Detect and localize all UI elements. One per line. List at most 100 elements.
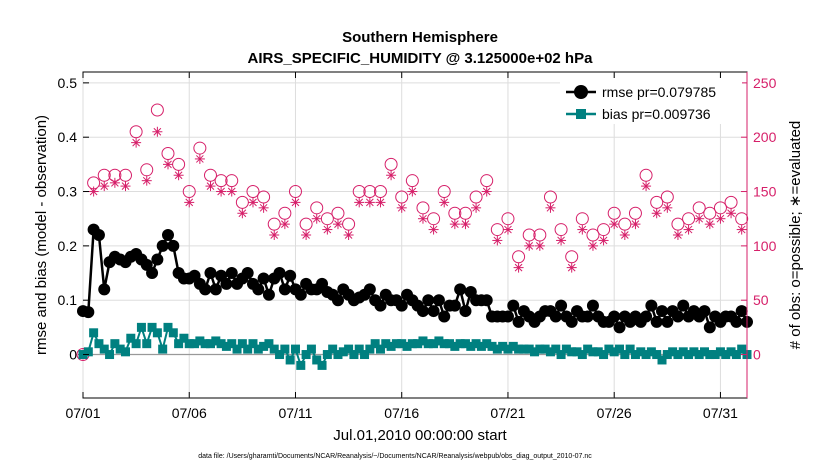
bias-layer bbox=[78, 322, 752, 370]
bias-point bbox=[407, 339, 417, 349]
rmse-point bbox=[698, 305, 711, 318]
y-right-axis-label: # of obs: o=possible; ∗=evaluated bbox=[787, 121, 804, 350]
bias-point bbox=[668, 347, 678, 357]
obs-evaluated-point bbox=[173, 170, 184, 181]
obs-evaluated-point bbox=[131, 137, 142, 148]
rmse-point bbox=[448, 299, 461, 312]
rmse-point bbox=[586, 299, 599, 312]
obs-evaluated-point bbox=[226, 186, 237, 197]
x-axis-label: Jul.01,2010 00:00:00 start bbox=[333, 427, 507, 444]
bias-point bbox=[322, 350, 332, 360]
bias-point bbox=[641, 350, 651, 360]
rmse-point bbox=[262, 288, 275, 301]
bias-point bbox=[142, 339, 152, 349]
obs-evaluated-point bbox=[619, 230, 630, 240]
bias-point bbox=[264, 339, 274, 349]
y-right-tick-label: 150 bbox=[753, 184, 777, 200]
bias-point bbox=[227, 339, 237, 349]
bias-point bbox=[498, 341, 508, 351]
obs-evaluated-point bbox=[364, 197, 375, 208]
bias-point bbox=[83, 347, 93, 357]
bias-point bbox=[158, 344, 168, 354]
bias-point bbox=[726, 347, 736, 357]
bias-point bbox=[636, 347, 646, 357]
bias-point bbox=[275, 350, 285, 360]
bias-point bbox=[333, 350, 343, 360]
bias-point bbox=[455, 339, 465, 349]
rmse-point bbox=[209, 283, 222, 296]
rmse-point bbox=[656, 305, 669, 318]
y-right-tick-label: 250 bbox=[753, 75, 777, 91]
y-right-tick-label: 200 bbox=[753, 129, 777, 145]
rmse-point bbox=[427, 305, 440, 318]
obs-evaluated-point bbox=[460, 219, 471, 230]
y-tick-label: 0.3 bbox=[58, 184, 78, 200]
legend-rmse-label: rmse pr=0.079785 bbox=[602, 84, 716, 100]
y-tick-label: 0.1 bbox=[58, 292, 78, 308]
obs-evaluated-point bbox=[471, 202, 482, 213]
obs-evaluated-point bbox=[630, 219, 641, 230]
rmse-point bbox=[565, 315, 578, 328]
obs-evaluated-point bbox=[216, 186, 227, 197]
rmse-point bbox=[645, 299, 658, 312]
bias-point bbox=[460, 339, 470, 349]
bias-point bbox=[593, 347, 603, 357]
bias-point bbox=[354, 344, 364, 354]
rmse-layer bbox=[77, 223, 753, 334]
bias-point bbox=[710, 350, 720, 360]
bias-point bbox=[450, 341, 460, 351]
bias-point bbox=[131, 339, 141, 349]
rmse-point bbox=[374, 299, 387, 312]
obs-evaluated-point bbox=[247, 197, 258, 208]
legend-entry-rmse: rmse pr=0.079785 bbox=[566, 84, 716, 100]
rmse-point bbox=[92, 229, 105, 241]
bias-point bbox=[678, 347, 688, 357]
data-file-footnote: data file: /Users/gharamti/Documents/NCA… bbox=[198, 453, 592, 460]
bias-point bbox=[689, 347, 699, 357]
obs-evaluated-point bbox=[439, 197, 450, 208]
bias-point bbox=[301, 350, 311, 360]
legend: rmse pr=0.079785 bias pr=0.009736 bbox=[560, 78, 742, 124]
bias-point bbox=[344, 344, 354, 354]
x-tick-label: 07/16 bbox=[384, 405, 419, 421]
bias-point bbox=[604, 344, 614, 354]
obs-evaluated-point bbox=[641, 181, 652, 192]
bias-point bbox=[583, 344, 593, 354]
bias-point bbox=[381, 339, 391, 349]
bias-point bbox=[439, 339, 449, 349]
bias-point bbox=[360, 350, 370, 360]
bias-point bbox=[514, 344, 524, 354]
bias-point bbox=[551, 344, 561, 354]
bias-point bbox=[232, 344, 242, 354]
y-tick-label: 0.4 bbox=[58, 129, 78, 145]
rmse-point bbox=[454, 283, 467, 296]
bias-point bbox=[657, 355, 667, 365]
y-right-axis-ticks: 0 50 100 150 200 250 bbox=[741, 72, 777, 398]
bias-point bbox=[487, 341, 497, 351]
obs-evaluated-point bbox=[301, 230, 312, 240]
rmse-point bbox=[395, 299, 408, 312]
obs-evaluated-point bbox=[492, 235, 503, 246]
obs-evaluated-point bbox=[386, 170, 397, 181]
rmse-point bbox=[225, 267, 238, 280]
obs-evaluated-point bbox=[290, 197, 301, 208]
rmse-point bbox=[257, 272, 270, 285]
rmse-point bbox=[241, 267, 254, 280]
bias-point bbox=[402, 341, 412, 351]
rmse-point bbox=[167, 239, 180, 252]
bias-point bbox=[338, 347, 348, 357]
obs-evaluated-point bbox=[704, 219, 715, 230]
obs-layer bbox=[76, 103, 749, 362]
obs-evaluated-point bbox=[715, 213, 726, 224]
x-tick-label: 07/31 bbox=[703, 405, 738, 421]
bias-point bbox=[556, 350, 566, 360]
obs-evaluated-point bbox=[205, 181, 216, 192]
obs-evaluated-point bbox=[651, 208, 662, 219]
rmse-point bbox=[416, 305, 429, 318]
y-tick-label: 0.5 bbox=[58, 75, 78, 91]
bias-point bbox=[349, 350, 359, 360]
bias-point bbox=[535, 344, 545, 354]
bias-point bbox=[630, 350, 640, 360]
x-tick-label: 07/21 bbox=[490, 405, 525, 421]
rmse-point bbox=[273, 267, 286, 280]
